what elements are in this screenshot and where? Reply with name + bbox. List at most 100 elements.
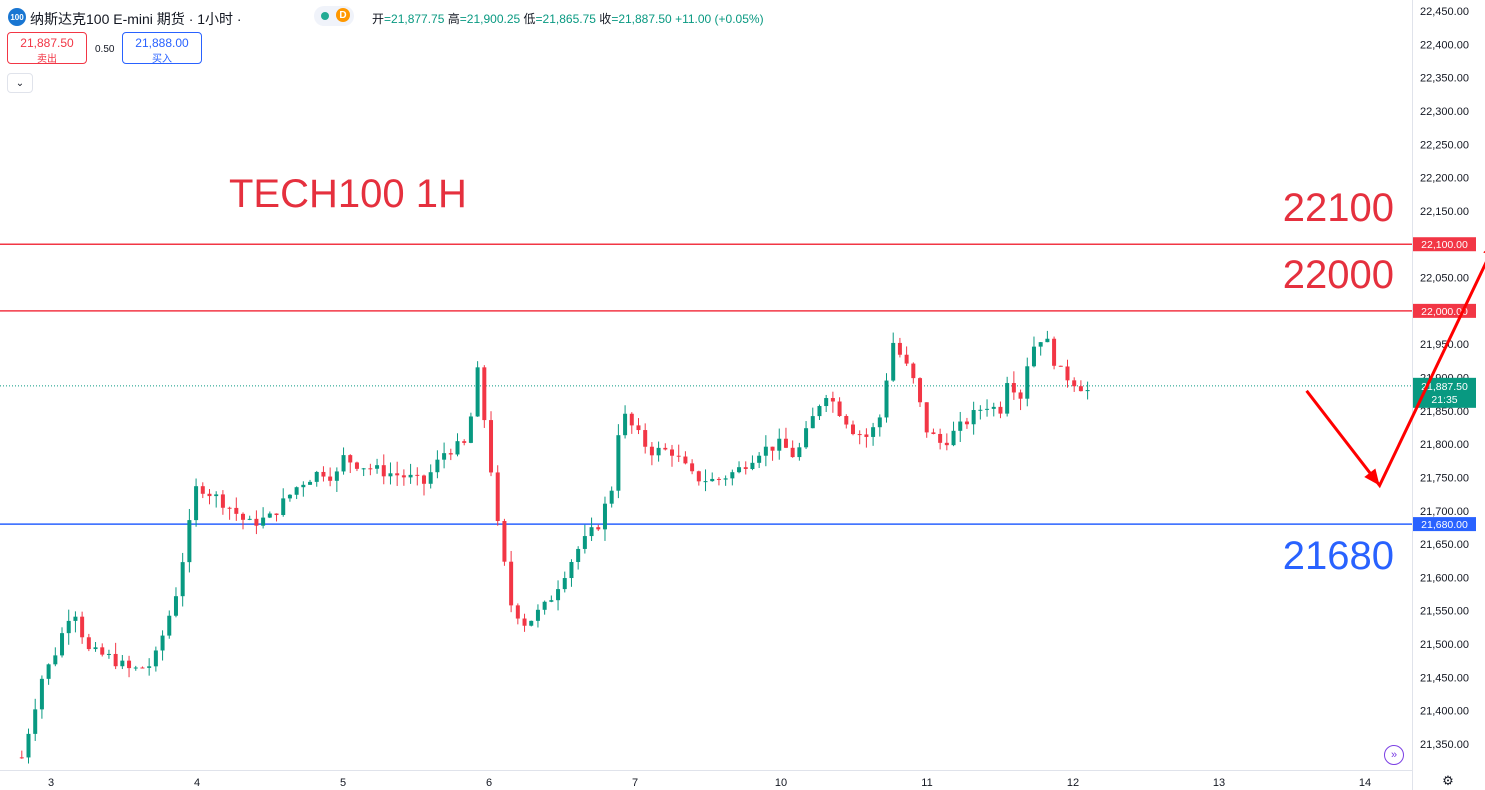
candle-body [971, 410, 976, 425]
x-tick-label: 14 [1359, 777, 1371, 789]
candle-body [1085, 390, 1090, 392]
goto-realtime-icon[interactable]: » [1384, 745, 1404, 765]
y-tick-label: 22,300.00 [1420, 106, 1469, 118]
candle-body [26, 733, 31, 758]
y-tick-label: 22,400.00 [1420, 39, 1469, 51]
candle-body [616, 435, 621, 491]
candle-body [167, 615, 172, 636]
candle-body [623, 413, 628, 436]
candle-body [194, 486, 199, 521]
candle-body [127, 660, 132, 669]
level-label: 22,100.00 [1421, 239, 1468, 251]
price-axis[interactable] [1412, 0, 1485, 790]
y-tick-label: 21,450.00 [1420, 672, 1469, 684]
candle-body [636, 425, 641, 431]
candle-body [864, 434, 869, 437]
low-label: 低 [523, 12, 536, 26]
candle-body [261, 517, 266, 526]
last-price-countdown: 21:35 [1431, 394, 1457, 406]
candle-body [904, 354, 909, 364]
candle-body [334, 471, 339, 481]
buy-label: 买入 [152, 54, 172, 65]
level-label-bg [1413, 517, 1476, 532]
interval-badge[interactable]: D [336, 8, 350, 22]
candle-body [556, 589, 561, 601]
candle-body [824, 398, 829, 407]
level-label: 22,000.00 [1421, 306, 1468, 318]
candle-body [241, 513, 246, 520]
candle-body [160, 635, 165, 651]
symbol-logo[interactable]: 100 [8, 8, 26, 26]
candle-body [475, 367, 480, 417]
candle-body [254, 518, 259, 526]
candle-body [247, 518, 252, 520]
time-axis[interactable] [0, 770, 1412, 790]
candle-body [783, 438, 788, 448]
collapse-chevron-icon[interactable]: ⌄ [7, 73, 33, 93]
candle-body [542, 601, 547, 610]
candle-body [234, 507, 239, 514]
candle-body [267, 513, 272, 518]
candle-body [629, 413, 634, 426]
x-tick-label: 10 [775, 777, 787, 789]
symbol-title[interactable]: 纳斯达克100 E-mini 期货 · 1小时 · [30, 11, 242, 27]
candle-body [354, 462, 359, 469]
candle-body [663, 447, 668, 450]
y-tick-label: 21,700.00 [1420, 506, 1469, 518]
x-tick-label: 4 [194, 777, 200, 789]
candle-body [60, 633, 65, 656]
candle-body [1065, 366, 1070, 381]
annotation-level-22100: 22100 [1282, 186, 1394, 230]
candle-body [958, 421, 963, 431]
sell-price: 21,887.50 [20, 36, 74, 50]
candle-body [850, 424, 855, 435]
candle-body [750, 462, 755, 469]
x-tick-label: 11 [921, 777, 932, 789]
candle-body [187, 520, 192, 563]
candle-body [1018, 392, 1023, 399]
x-tick-label: 6 [486, 777, 492, 789]
sell-button[interactable]: 21,887.50 卖出 [7, 32, 87, 65]
candle-body [944, 442, 949, 446]
candle-body [86, 637, 91, 650]
candle-body [368, 468, 373, 470]
candle-body [871, 427, 876, 437]
candle-body [133, 667, 138, 669]
y-tick-label: 22,200.00 [1420, 173, 1469, 185]
y-tick-label: 21,400.00 [1420, 706, 1469, 718]
candle-body [529, 620, 534, 626]
annotation-level-21680: 21680 [1282, 534, 1394, 578]
candle-body [415, 474, 420, 476]
candle-body [147, 666, 152, 668]
candle-body [985, 408, 990, 410]
y-tick-label: 22,150.00 [1420, 206, 1469, 218]
candle-body [173, 596, 178, 616]
gear-icon[interactable]: ⚙ [1442, 773, 1454, 788]
candle-body [931, 432, 936, 434]
level-label: 21,680.00 [1421, 519, 1468, 531]
candle-body [39, 678, 44, 710]
candle-body [562, 578, 567, 590]
close-value: =21,887.50 [611, 12, 672, 26]
candle-body [100, 647, 105, 655]
candle-body [609, 490, 614, 504]
candle-body [1038, 342, 1043, 347]
candle-body [73, 616, 78, 621]
candle-body [723, 478, 728, 480]
candle-body [777, 438, 782, 451]
candle-body [602, 503, 607, 530]
candle-body [113, 653, 118, 667]
market-open-dot-icon [321, 12, 329, 20]
candle-body [643, 430, 648, 447]
candle-body [106, 653, 111, 655]
chart-annotation-title: TECH100 1H [229, 172, 467, 216]
spread-value: 0.50 [95, 44, 115, 55]
open-label: 开 [372, 12, 385, 26]
candle-body [468, 416, 473, 443]
candle-body [46, 664, 51, 679]
candle-body [281, 498, 286, 516]
buy-button[interactable]: 21,888.00 买入 [122, 32, 202, 65]
candle-body [1011, 383, 1016, 393]
candle-body [743, 467, 748, 469]
